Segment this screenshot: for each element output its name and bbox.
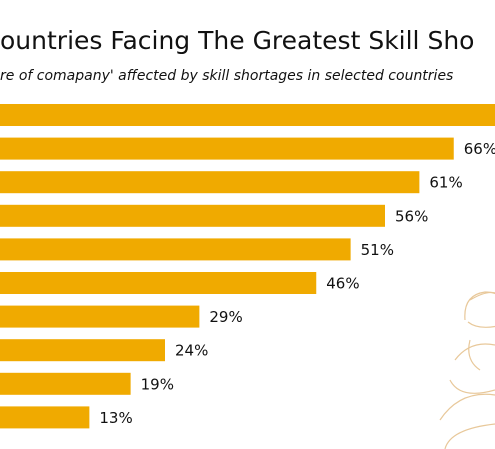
bar [0, 406, 90, 429]
bar [0, 305, 200, 328]
bar [0, 339, 165, 362]
value-label: 19% [141, 375, 174, 393]
bar [0, 372, 131, 395]
value-label: 61% [429, 174, 462, 192]
bar [0, 171, 420, 194]
value-label: 46% [326, 275, 359, 293]
value-label: 66% [464, 140, 495, 158]
value-label: 51% [361, 241, 394, 259]
value-label: 29% [209, 308, 242, 326]
bar [0, 137, 454, 160]
value-label: 13% [99, 409, 132, 427]
bar [0, 272, 317, 294]
bar [0, 238, 351, 261]
value-label: 24% [175, 342, 208, 360]
bar [0, 204, 385, 227]
value-label: 56% [395, 207, 428, 225]
chart-title: ountries Facing The Greatest Skill Sho [0, 26, 474, 55]
decoration [439, 291, 495, 449]
bar [0, 104, 495, 126]
chart-subtitle: re of comapany' affected by skill shorta… [0, 68, 453, 84]
